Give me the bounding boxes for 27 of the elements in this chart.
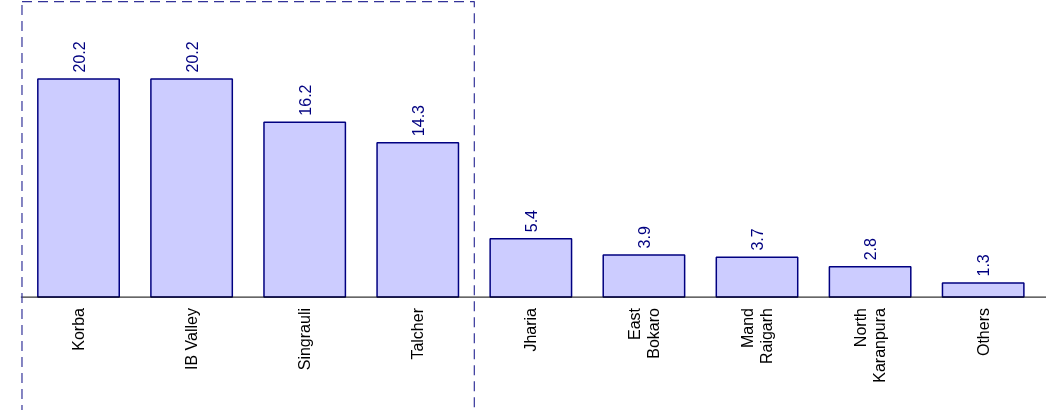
bar [37, 78, 120, 298]
data-label: 5.4 [522, 209, 540, 233]
bar [602, 254, 686, 298]
x-tick-label: Jharia [522, 307, 540, 352]
bar [263, 121, 347, 298]
data-label: 20.2 [70, 41, 88, 73]
x-tick-label: Korba [70, 307, 88, 351]
x-tick-label: Talcher [409, 307, 427, 360]
x-tick-label: Mand Raigarh [739, 307, 775, 365]
x-tick-label: East Bokaro [626, 307, 662, 359]
x-tick-label: Singrauli [296, 307, 314, 371]
bar [715, 256, 799, 298]
bar [489, 238, 573, 298]
bar [941, 282, 1025, 298]
data-label: 20.2 [183, 41, 201, 73]
bar [828, 266, 912, 298]
x-tick-label: IB Valley [183, 308, 201, 370]
data-label: 3.9 [635, 226, 653, 249]
x-tick-label: North Karanpura [852, 307, 888, 383]
bar [376, 141, 460, 298]
data-label: 1.3 [975, 254, 993, 277]
data-label: 3.7 [749, 228, 767, 251]
data-label: 2.8 [862, 237, 880, 261]
bar [150, 78, 234, 298]
data-label: 14.3 [409, 104, 427, 137]
x-tick-label: Others [974, 308, 992, 357]
data-label: 16.2 [296, 84, 314, 116]
